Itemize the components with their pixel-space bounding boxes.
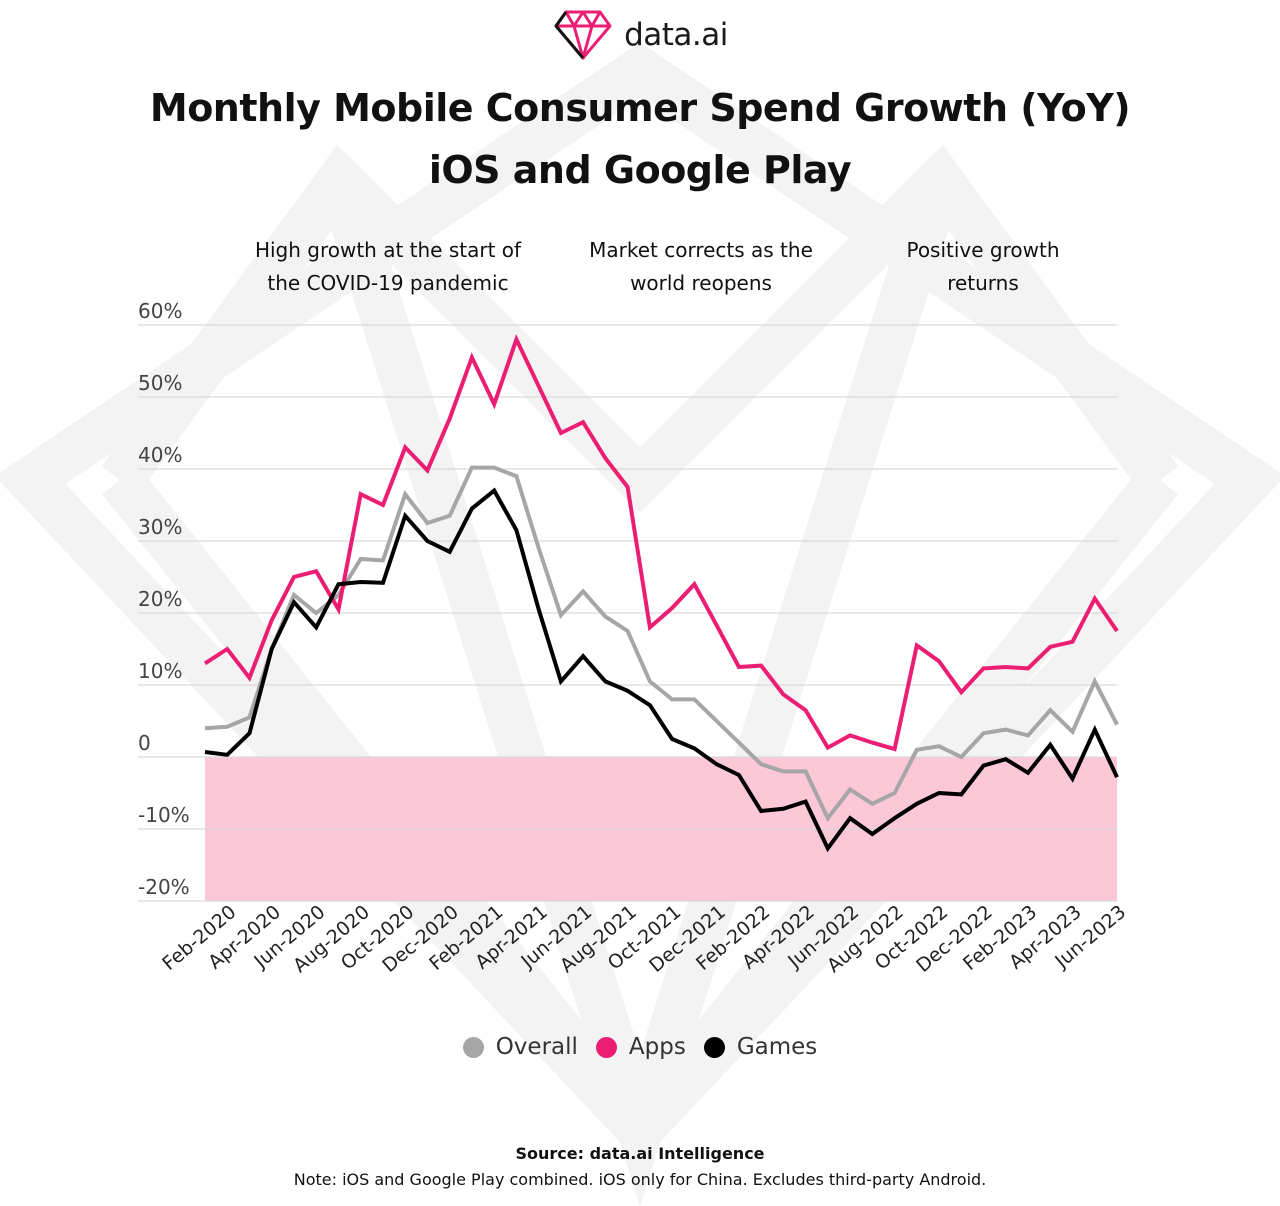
legend-dot-apps	[595, 1036, 617, 1058]
annotation-covid-line2: the COVID-19 pandemic	[267, 271, 509, 295]
legend-dot-overall	[462, 1036, 484, 1058]
y-tick-label: -10%	[138, 803, 190, 827]
annotation-covid: High growth at the start of the COVID-19…	[238, 234, 538, 300]
legend-item-games: Games	[703, 1034, 818, 1060]
chart-legend: Overall Apps Games	[0, 1034, 1280, 1060]
series-line-games	[204, 487, 1119, 853]
y-tick-label: 60%	[138, 299, 182, 323]
y-tick-label: 0	[138, 731, 151, 755]
annotation-positive-growth: Positive growth returns	[873, 234, 1093, 300]
annotation-covid-line1: High growth at the start of	[254, 238, 522, 262]
brand-name: data.ai	[624, 17, 728, 53]
annotation-market-corrects: Market corrects as the world reopens	[571, 234, 831, 300]
legend-dot-games	[703, 1036, 725, 1058]
series-line-overall	[204, 465, 1119, 822]
y-tick-label: 10%	[138, 659, 182, 683]
chart-title: Monthly Mobile Consumer Spend Growth (Yo…	[149, 86, 1131, 130]
annotation-market-line1: Market corrects as the	[589, 238, 813, 262]
legend-item-apps: Apps	[595, 1034, 686, 1060]
y-tick-label: -20%	[138, 875, 190, 899]
annotation-positive-line1: Positive growth	[906, 238, 1060, 262]
legend-label-overall: Overall	[495, 1034, 578, 1060]
legend-label-games: Games	[736, 1034, 818, 1060]
annotation-market-line2: world reopens	[630, 271, 772, 295]
note-text: Note: iOS and Google Play combined. iOS …	[293, 1170, 987, 1189]
legend-label-apps: Apps	[628, 1034, 686, 1060]
series-line-apps	[203, 334, 1119, 752]
y-tick-label: 20%	[138, 587, 182, 611]
annotation-positive-line2: returns	[947, 271, 1019, 295]
chart-subtitle: iOS and Google Play	[428, 148, 852, 192]
brand-logo: data.ai	[0, 8, 1280, 62]
source-text: Source: data.ai Intelligence	[515, 1144, 765, 1163]
y-tick-label: 40%	[138, 443, 182, 467]
legend-item-overall: Overall	[462, 1034, 578, 1060]
y-tick-label: 50%	[138, 371, 182, 395]
diamond-logo-icon	[554, 10, 612, 60]
y-tick-label: 30%	[138, 515, 182, 539]
